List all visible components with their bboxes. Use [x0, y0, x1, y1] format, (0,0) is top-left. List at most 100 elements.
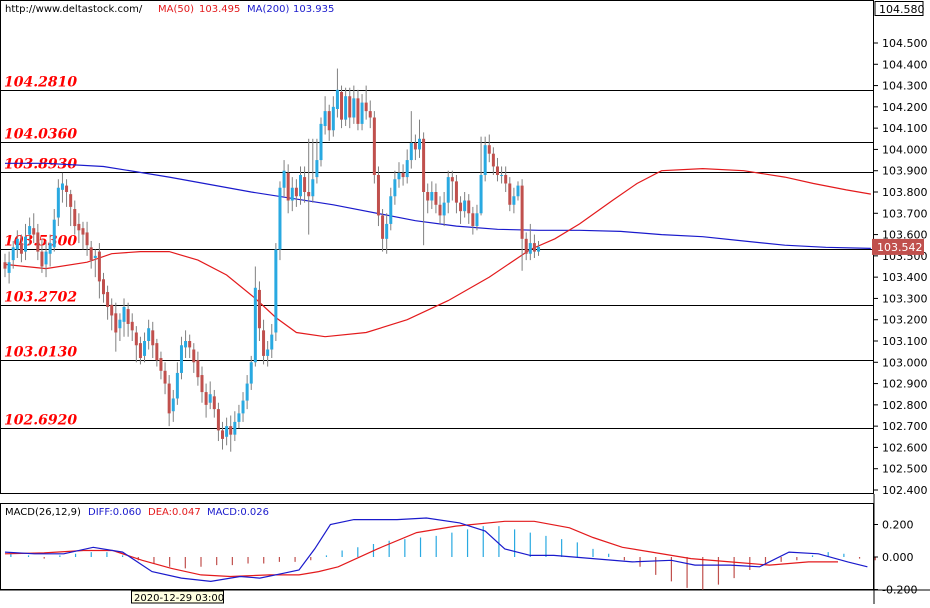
candle-bear: [159, 358, 163, 371]
price-tick-label: 103.300: [882, 292, 928, 305]
candle-bear: [520, 185, 524, 239]
dea-label: DEA:0.047: [148, 507, 201, 518]
candle-bull: [171, 398, 175, 412]
candle-bull: [7, 262, 11, 273]
candle-bear: [85, 232, 89, 246]
ma200-label: MA(200): [247, 4, 289, 15]
last-price-box: [872, 238, 924, 255]
candle-bull: [60, 183, 64, 190]
candle-bull: [537, 246, 541, 252]
candle-bull: [352, 98, 356, 118]
candle-bull: [500, 174, 504, 176]
candle-bear: [381, 215, 385, 239]
date-box: [131, 590, 224, 604]
candle-bull: [48, 243, 52, 254]
candle-bull: [418, 138, 422, 150]
candle-bear: [81, 228, 85, 235]
candle-bull: [512, 196, 516, 205]
ma50-path: [4, 167, 872, 338]
candle-bull: [11, 247, 15, 261]
price-tick-label: 102.600: [882, 441, 928, 454]
level-label: 104.0360: [4, 127, 77, 143]
candle-bull: [385, 223, 389, 239]
candle-bear: [307, 192, 311, 197]
candle-bull: [311, 179, 315, 197]
candle-bull: [253, 287, 257, 363]
level-label: 104.2810: [4, 75, 77, 91]
candle-bear: [422, 138, 426, 192]
price-tick-label: 102.800: [882, 399, 928, 412]
level-label: 103.0130: [4, 345, 77, 361]
macd-tick-label: 0.200: [882, 519, 914, 532]
candle-bull: [225, 426, 229, 437]
diff-label: DIFF:0.060: [88, 507, 141, 518]
candle-bull: [143, 341, 147, 356]
candle-bull: [175, 372, 179, 399]
candle-bear: [151, 330, 155, 346]
candle-bear: [130, 321, 134, 331]
macd-value-label: MACD:0.026: [207, 507, 269, 518]
macd-tick-label: 0.000: [882, 551, 914, 564]
price-tick-label: 104.500: [882, 37, 928, 50]
candle-bull: [393, 179, 397, 197]
price-tick-label: 103.700: [882, 207, 928, 220]
candle-bull: [184, 341, 188, 348]
candle-bear: [467, 200, 471, 214]
candle-bear: [19, 243, 23, 254]
top-price-box: [874, 1, 924, 16]
candle-bull: [360, 102, 364, 124]
price-tick-label: 103.200: [882, 314, 928, 327]
candle-bull: [298, 174, 302, 197]
candle-bear: [192, 349, 196, 363]
candle-bear: [303, 177, 307, 192]
candle-bull: [179, 345, 183, 373]
candle-bear: [216, 409, 220, 431]
macddea-path: [4, 520, 838, 578]
candle-bear: [356, 98, 360, 124]
level-label: 103.5300: [4, 234, 77, 250]
price-tick-label: 103.900: [882, 165, 928, 178]
candle-bear: [32, 228, 36, 235]
candle-bull: [528, 243, 532, 254]
candle-bear: [65, 185, 69, 192]
candle-bear: [3, 262, 7, 269]
candle-bull: [290, 187, 294, 201]
candle-bull: [323, 111, 327, 127]
candle-bull: [24, 236, 28, 252]
dea-line: [4, 520, 838, 578]
candle-bear: [434, 192, 438, 205]
candle-bull: [15, 238, 19, 250]
candle-bull: [319, 123, 323, 161]
macddiff-path: [4, 517, 868, 583]
macd-histogram: [10, 526, 876, 590]
candle-bear: [200, 375, 204, 393]
candle-bear: [532, 243, 536, 252]
candle-bear: [372, 117, 376, 175]
candle-bull: [282, 170, 286, 188]
candle-bull: [237, 413, 241, 422]
candle-bear: [204, 392, 208, 405]
candle-bear: [101, 279, 105, 295]
candle-bear: [163, 370, 167, 384]
candle-bull: [44, 251, 48, 265]
candle-bear: [126, 309, 130, 324]
candle-bull: [430, 192, 434, 201]
candle-bull: [147, 328, 151, 341]
candle-bull: [28, 226, 32, 235]
ma50-line: [4, 167, 872, 338]
candle-bull: [516, 185, 520, 197]
candle-bull: [93, 255, 97, 258]
candle-bear: [138, 343, 142, 359]
macd-title: MACD(26,12,9): [5, 507, 81, 518]
candle-bear: [229, 426, 233, 435]
candle-bull: [208, 394, 212, 403]
candle-bear: [364, 102, 368, 112]
candle-bear: [262, 330, 266, 356]
candlestick-series: [3, 68, 541, 452]
candle-bear: [110, 304, 114, 316]
candle-bear: [471, 213, 475, 227]
candle-bull: [241, 400, 245, 414]
level-label: 103.8930: [4, 157, 77, 173]
ma200-value: 103.935: [293, 4, 334, 15]
price-tick-label: 104.200: [882, 101, 928, 114]
